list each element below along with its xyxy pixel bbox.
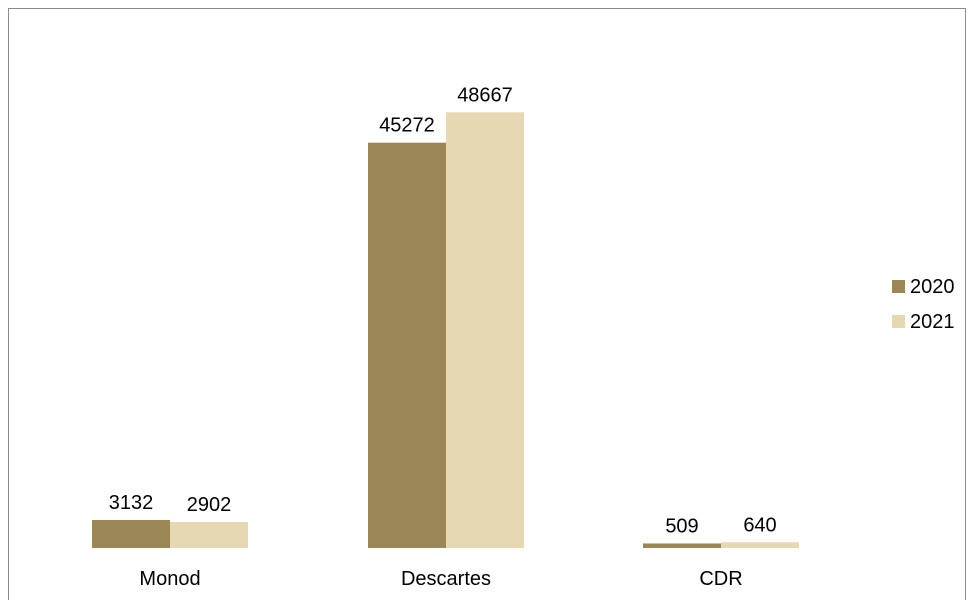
legend-swatch-2021 — [892, 315, 905, 328]
category-label-cdr: CDR — [699, 568, 742, 590]
legend-label-2021: 2021 — [910, 311, 955, 333]
value-label-monod-2020: 3132 — [109, 492, 154, 514]
value-label-cdr-2020: 509 — [665, 515, 698, 537]
bar-monod-2021 — [170, 522, 248, 548]
legend: 2020 2021 — [892, 276, 955, 333]
value-labels-group: 3132 2902 45272 48667 509 640 — [109, 84, 777, 537]
bar-cdr-2020 — [643, 543, 721, 548]
value-label-descartes-2020: 45272 — [379, 115, 435, 137]
bar-descartes-2020 — [368, 142, 446, 548]
legend-swatch-2020 — [892, 280, 905, 293]
category-label-monod: Monod — [139, 568, 200, 590]
bar-monod-2020 — [92, 519, 170, 548]
bars-group — [92, 112, 799, 548]
chart-frame — [8, 8, 966, 600]
category-labels-group: Monod Descartes CDR — [139, 568, 742, 590]
category-label-descartes: Descartes — [401, 568, 491, 590]
value-label-descartes-2021: 48667 — [457, 84, 513, 106]
bar-cdr-2021 — [721, 542, 799, 548]
value-label-monod-2021: 2902 — [187, 494, 232, 516]
value-label-cdr-2021: 640 — [743, 514, 776, 536]
bar-descartes-2021 — [446, 112, 524, 548]
legend-label-2020: 2020 — [910, 276, 955, 298]
